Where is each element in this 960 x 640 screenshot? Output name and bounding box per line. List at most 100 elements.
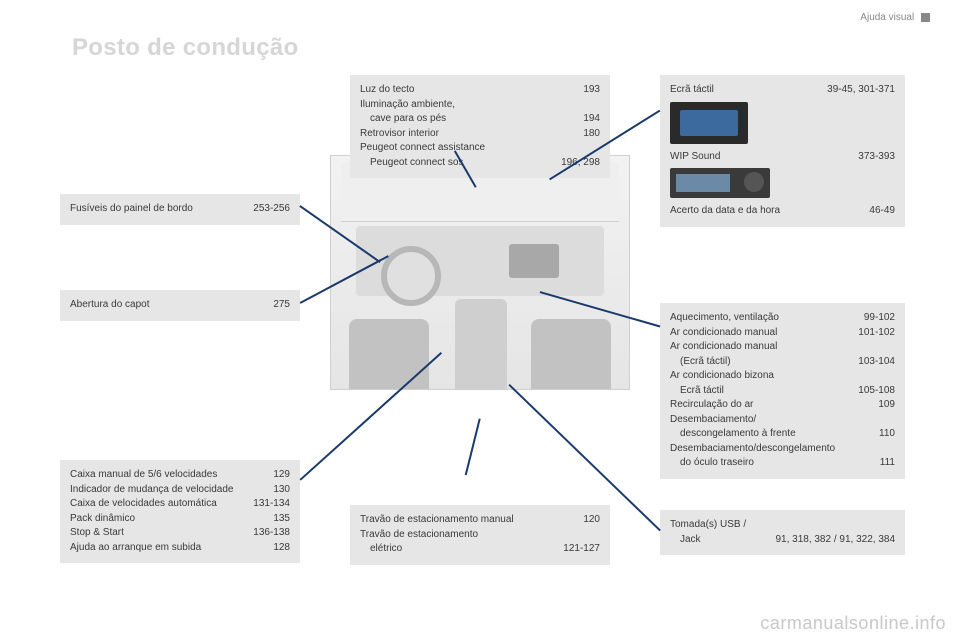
page-header: Ajuda visual <box>860 12 930 23</box>
callout-label: Ecrã táctil <box>670 384 850 399</box>
callout-row: Stop & Start 136-138 <box>70 526 290 541</box>
callout-row: cave para os pés194 <box>360 112 600 127</box>
callout-row: Indicador de mudança de velocidade130 <box>70 483 290 498</box>
callout-value: 193 <box>583 83 600 98</box>
callout-row: Travão de estacionamento manual 120 <box>360 513 600 528</box>
callout-row: Fusíveis do painel de bordo 253-256 <box>70 202 290 217</box>
callout-row: descongelamento à frente110 <box>670 427 895 442</box>
callout-value: 136-138 <box>253 526 290 541</box>
callout-label: descongelamento à frente <box>670 427 871 442</box>
callout-row: Ajuda ao arranque em subida 128 <box>70 541 290 556</box>
callout-row: Abertura do capot 275 <box>70 298 290 313</box>
callout-value: 129 <box>273 468 290 483</box>
callout-parking-brake: Travão de estacionamento manual 120Travão… <box>350 505 610 565</box>
callout-value: 109 <box>878 398 895 413</box>
callout-value: 105-108 <box>858 384 895 399</box>
callout-row: Retrovisor interior 180 <box>360 127 600 142</box>
callout-label: Aquecimento, ventilação <box>670 311 856 326</box>
callout-label: do óculo traseiro <box>670 456 872 471</box>
callout-row: do óculo traseiro 111 <box>670 456 895 471</box>
callout-row: Peugeot connect sos196, 298 <box>360 156 600 171</box>
callout-row: Luz do tecto 193 <box>360 83 600 98</box>
dashboard-illustration <box>330 155 630 390</box>
callout-usb-jack: Tomada(s) USB /Jack 91, 318, 382 / 91, 32… <box>660 510 905 555</box>
callout-row: Jack 91, 318, 382 / 91, 322, 384 <box>670 533 895 548</box>
callout-gearbox: Caixa manual de 5/6 velocidades129Indica… <box>60 460 300 563</box>
callout-row: elétrico121-127 <box>360 542 600 557</box>
callout-value: 46-49 <box>869 204 895 219</box>
callout-label: cave para os pés <box>360 112 575 127</box>
callout-label: Peugeot connect sos <box>360 156 553 171</box>
header-dot-icon <box>921 13 930 22</box>
callout-value: 275 <box>273 298 290 313</box>
callout-value: 131-134 <box>253 497 290 512</box>
callout-bonnet: Abertura do capot 275 <box>60 290 300 321</box>
callout-label: Fusíveis do painel de bordo <box>70 202 245 217</box>
callout-row: Ar condicionado manual <box>670 340 895 355</box>
callout-value: 121-127 <box>563 542 600 557</box>
callout-label: Jack <box>670 533 767 548</box>
callout-touchscreen-audio: Ecrã táctil 39-45, 301-371 WIP Sound 373-3… <box>660 75 905 227</box>
callout-label: Iluminação ambiente, <box>360 98 592 113</box>
callout-label: Caixa de velocidades automática <box>70 497 245 512</box>
callout-row: Ar condicionado bizona <box>670 369 895 384</box>
leader-line <box>465 419 480 476</box>
center-tunnel-shape <box>455 299 507 389</box>
callout-row: Peugeot connect assistance <box>360 141 600 156</box>
callout-value: 111 <box>880 456 895 471</box>
center-screen-shape <box>509 244 559 278</box>
callout-value: 103-104 <box>858 355 895 370</box>
watermark: carmanualsonline.info <box>760 613 946 634</box>
callout-label: Stop & Start <box>70 526 245 541</box>
callout-row: Acerto da data e da hora46-49 <box>670 204 895 219</box>
callout-label: Ar condicionado bizona <box>670 369 887 384</box>
callout-label: Recirculação do ar <box>670 398 870 413</box>
callout-label: Abertura do capot <box>70 298 265 313</box>
callout-label: WIP Sound <box>670 150 850 165</box>
callout-label: Tomada(s) USB / <box>670 518 887 533</box>
touchscreen-device-icon <box>670 102 748 144</box>
callout-value: 128 <box>273 541 290 556</box>
callout-label: Travão de estacionamento manual <box>360 513 575 528</box>
callout-label: Ar condicionado manual <box>670 326 850 341</box>
callout-row: Desembaciamento/ <box>670 413 895 428</box>
callout-row: Ar condicionado manual 101-102 <box>670 326 895 341</box>
callout-label: Desembaciamento/ <box>670 413 887 428</box>
callout-row: Iluminação ambiente, <box>360 98 600 113</box>
callout-label: Ajuda ao arranque em subida <box>70 541 265 556</box>
callout-roof-lighting: Luz do tecto 193Iluminação ambiente,cave … <box>350 75 610 178</box>
callout-value: 39-45, 301-371 <box>827 83 895 98</box>
callout-row: WIP Sound 373-393 <box>670 150 895 165</box>
callout-value: 101-102 <box>858 326 895 341</box>
callout-label: Ecrã táctil <box>670 83 819 98</box>
callout-value: 253-256 <box>253 202 290 217</box>
steering-wheel-shape <box>381 246 441 306</box>
callout-value: 180 <box>583 127 600 142</box>
callout-fusebox: Fusíveis do painel de bordo 253-256 <box>60 194 300 225</box>
callout-row: (Ecrã táctil) 103-104 <box>670 355 895 370</box>
callout-climate: Aquecimento, ventilação99-102Ar condicio… <box>660 303 905 479</box>
callout-value: 91, 318, 382 / 91, 322, 384 <box>775 533 895 548</box>
callout-value: 373-393 <box>858 150 895 165</box>
callout-label: Indicador de mudança de velocidade <box>70 483 265 498</box>
callout-value: 99-102 <box>864 311 895 326</box>
callout-label: Travão de estacionamento <box>360 528 592 543</box>
callout-row: Recirculação do ar 109 <box>670 398 895 413</box>
callout-label: Luz do tecto <box>360 83 575 98</box>
callout-label: Caixa manual de 5/6 velocidades <box>70 468 265 483</box>
page-title: Posto de condução <box>72 34 298 62</box>
seat-left-shape <box>349 319 429 389</box>
callout-row: Desembaciamento/descongelamento <box>670 442 895 457</box>
radio-device-icon <box>670 168 770 198</box>
callout-label: Retrovisor interior <box>360 127 575 142</box>
callout-row: Ecrã táctil 105-108 <box>670 384 895 399</box>
callout-row: Pack dinâmico 135 <box>70 512 290 527</box>
callout-row: Caixa manual de 5/6 velocidades 129 <box>70 468 290 483</box>
callout-row: Travão de estacionamento <box>360 528 600 543</box>
callout-label: (Ecrã táctil) <box>670 355 850 370</box>
callout-label: Pack dinâmico <box>70 512 265 527</box>
callout-value: 120 <box>583 513 600 528</box>
callout-label: Desembaciamento/descongelamento <box>670 442 887 457</box>
section-label: Ajuda visual <box>860 12 914 23</box>
callout-value: 135 <box>273 512 290 527</box>
